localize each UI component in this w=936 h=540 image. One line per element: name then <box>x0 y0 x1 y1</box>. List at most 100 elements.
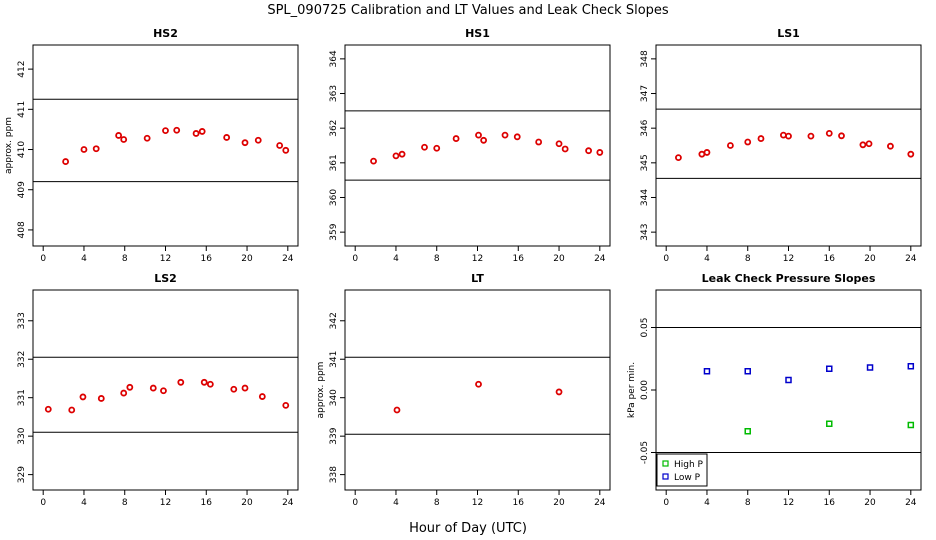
chart-2-point <box>585 147 592 155</box>
chart-5-xtick-label: 8 <box>434 498 440 508</box>
chart-6-point <box>703 368 711 375</box>
chart-5-ytick-label: 340 <box>329 389 339 406</box>
chart-6-ytick-label: 0.00 <box>640 380 650 400</box>
chart-2-point <box>433 144 441 152</box>
chart-6-legend-swatch <box>662 460 669 467</box>
chart-3-xtick-label: 12 <box>783 254 794 264</box>
chart-3-point <box>907 150 915 158</box>
chart-5-y-axis-label: approx. ppm <box>316 362 326 419</box>
chart-1-ytick-label: 409 <box>17 181 27 198</box>
chart-2-ytick-label: 362 <box>329 120 339 137</box>
chart-6-xtick-label: 0 <box>663 498 669 508</box>
chart-1-xtick-label: 20 <box>241 254 253 264</box>
chart-6-legend-swatch <box>662 473 669 480</box>
chart-1-xtick-label: 24 <box>282 254 294 264</box>
chart-4-point <box>282 401 290 409</box>
chart-3-ytick-label: 346 <box>640 119 650 136</box>
chart-6-xtick-label: 4 <box>704 498 710 508</box>
chart-3-point <box>807 132 815 140</box>
chart-4-xtick-label: 4 <box>81 498 87 508</box>
chart-5-xtick-label: 24 <box>594 498 606 508</box>
chart-2-ytick-label: 360 <box>329 189 339 206</box>
chart-4-point <box>258 393 266 400</box>
chart-3-ytick-label: 344 <box>640 189 650 206</box>
chart-5-xtick-label: 20 <box>553 498 565 508</box>
chart-3-point <box>865 140 873 148</box>
chart-2-point <box>501 131 509 139</box>
chart-4-point <box>206 380 214 388</box>
chart-6-xtick-label: 24 <box>905 498 917 508</box>
chart-1-point <box>192 130 200 137</box>
chart-3-point <box>825 129 833 137</box>
chart-5-title: LT <box>471 272 484 285</box>
chart-1-point <box>173 126 181 134</box>
chart-1-xtick-label: 4 <box>81 254 87 264</box>
chart-3-xtick-label: 0 <box>663 254 669 264</box>
chart-4-ytick-label: 330 <box>17 427 27 444</box>
chart-2-xtick-label: 24 <box>594 254 606 264</box>
chart-6-legend <box>656 453 708 487</box>
chart-6-xtick-label: 8 <box>745 498 751 508</box>
chart-4-title: LS2 <box>154 272 177 285</box>
chart-2-point <box>421 143 428 151</box>
chart-5-xtick-label: 4 <box>393 498 399 508</box>
chart-3-point <box>780 131 787 139</box>
chart-6-ytick-label: 0.05 <box>640 317 650 337</box>
chart-2-xtick-label: 16 <box>513 254 525 264</box>
chart-5-ytick-label: 342 <box>329 312 339 329</box>
chart-2-point <box>475 131 482 139</box>
chart-6-point <box>907 421 915 429</box>
chart-3-frame <box>655 44 922 247</box>
chart-6-point <box>826 420 833 427</box>
chart-4-xtick-label: 12 <box>160 498 171 508</box>
chart-1-point <box>276 142 284 149</box>
chart-3-xtick-label: 20 <box>864 254 876 264</box>
chart-2-point <box>555 140 563 148</box>
chart-2-point <box>561 145 569 153</box>
chart-1-point <box>198 128 206 135</box>
chart-6-point <box>866 364 874 371</box>
chart-1-point <box>254 136 262 144</box>
chart-1-ytick-label: 412 <box>17 61 27 78</box>
chart-1-point <box>80 146 88 153</box>
chart-3-point <box>757 135 765 142</box>
chart-3-ytick-label: 345 <box>640 154 650 171</box>
chart-4-point <box>79 393 87 401</box>
chart-4-point <box>44 405 52 413</box>
chart-3-title: LS1 <box>777 27 800 40</box>
chart-1-point <box>92 145 100 153</box>
figure-x-axis-label: Hour of Day (UTC) <box>409 521 527 536</box>
chart-6-xtick-label: 16 <box>824 498 836 508</box>
chart-1-point <box>120 136 128 143</box>
chart-2-point <box>370 157 377 165</box>
chart-1-y-axis-label: approx. ppm <box>4 117 14 174</box>
chart-3-ytick-label: 348 <box>640 50 650 67</box>
chart-4-ytick-label: 333 <box>17 312 27 329</box>
chart-4-point <box>177 378 185 386</box>
chart-1-point <box>241 139 249 147</box>
chart-5-xtick-label: 16 <box>513 498 525 508</box>
chart-2-title: HS1 <box>465 27 490 40</box>
chart-1-title: HS2 <box>153 27 178 40</box>
chart-2-xtick-label: 12 <box>472 254 483 264</box>
chart-3-xtick-label: 24 <box>905 254 917 264</box>
chart-3-point <box>675 154 682 162</box>
chart-4-xtick-label: 24 <box>282 498 294 508</box>
chart-2-ytick-label: 363 <box>329 85 339 102</box>
chart-3-point <box>785 132 792 140</box>
chart-5-point <box>393 406 401 414</box>
chart-4-point <box>126 383 134 391</box>
chart-2-point <box>535 138 543 146</box>
chart-2-xtick-label: 8 <box>434 254 440 264</box>
chart-3-point <box>838 132 845 140</box>
chart-4-ytick-label: 332 <box>17 351 27 368</box>
chart-4-point <box>97 395 105 402</box>
chart-4-point <box>230 385 238 393</box>
chart-3-point <box>703 149 711 156</box>
chart-3-ytick-label: 343 <box>640 224 650 241</box>
chart-6-title: Leak Check Pressure Slopes <box>702 272 876 285</box>
chart-4-xtick-label: 20 <box>241 498 253 508</box>
chart-2-point <box>596 149 604 156</box>
chart-1-point <box>62 158 70 165</box>
